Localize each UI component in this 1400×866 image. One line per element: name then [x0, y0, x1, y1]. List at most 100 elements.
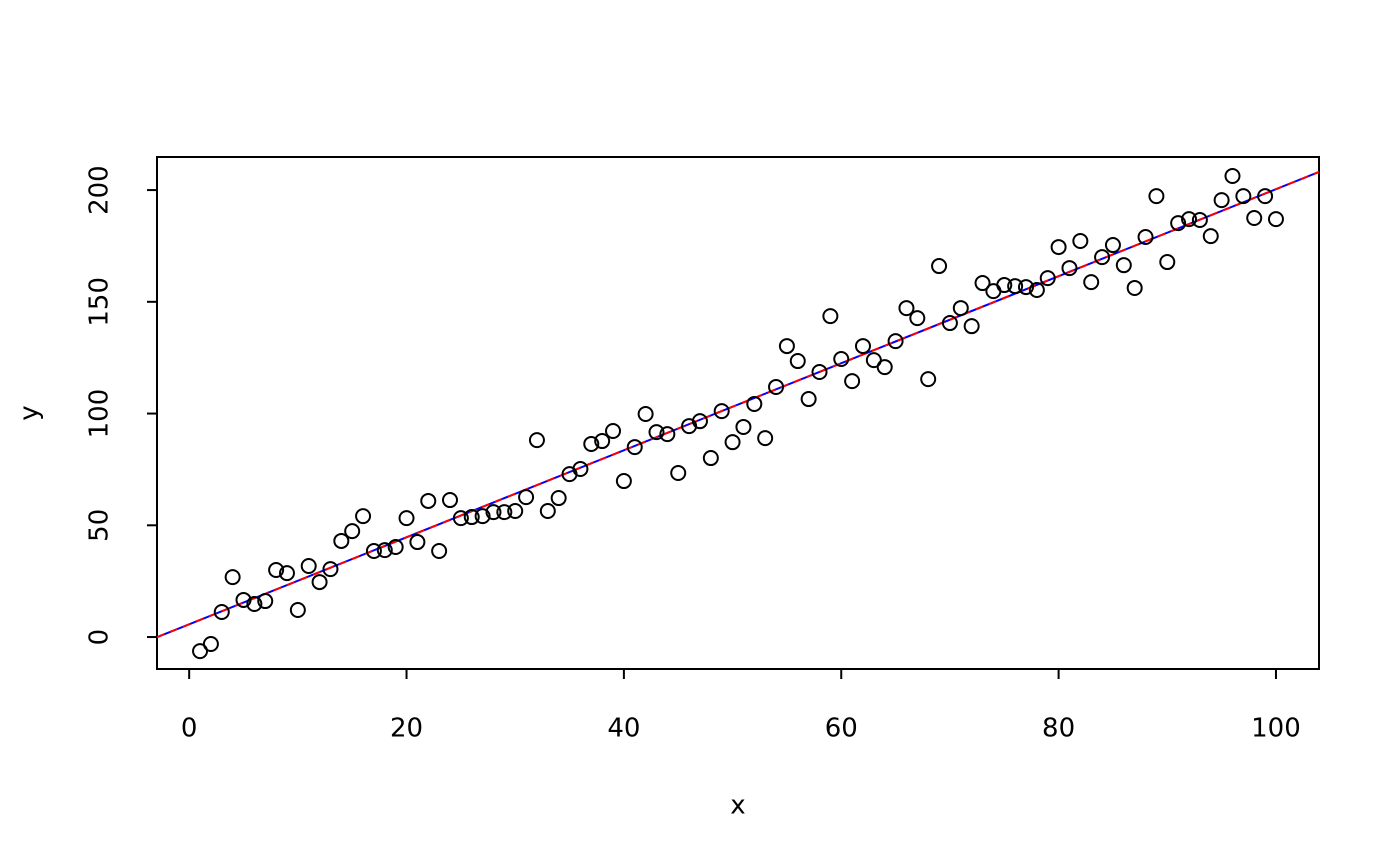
point — [300, 557, 317, 574]
point — [1257, 188, 1274, 205]
point — [268, 561, 285, 578]
x-tick-label: 80 — [1042, 714, 1075, 744]
point — [996, 277, 1013, 294]
point — [441, 492, 458, 509]
point — [572, 460, 589, 477]
point — [344, 523, 361, 540]
point — [800, 391, 817, 408]
plot-frame — [156, 156, 1320, 670]
point — [1213, 192, 1230, 209]
point — [322, 561, 339, 578]
point — [876, 359, 893, 376]
point — [528, 432, 545, 449]
point — [887, 333, 904, 350]
point — [594, 433, 611, 450]
point — [1007, 278, 1024, 295]
point — [1115, 257, 1132, 274]
point — [605, 422, 622, 439]
point — [257, 593, 274, 610]
point — [626, 439, 643, 456]
point — [941, 315, 958, 332]
point — [1170, 215, 1187, 232]
y-tick-label: 50 — [85, 509, 115, 542]
point — [778, 338, 795, 355]
fit-line — [157, 171, 1319, 639]
point — [670, 465, 687, 482]
point — [854, 338, 871, 355]
point — [1061, 260, 1078, 277]
x-tick-label: 0 — [181, 714, 198, 744]
point — [431, 543, 448, 560]
point — [246, 595, 263, 612]
point — [1191, 212, 1208, 229]
point — [1137, 229, 1154, 246]
point — [1083, 274, 1100, 291]
point — [615, 473, 632, 490]
x-tick-label: 20 — [390, 714, 423, 744]
point — [833, 351, 850, 368]
point — [496, 504, 513, 521]
point — [963, 318, 980, 335]
point — [1028, 281, 1045, 298]
y-axis-label: y — [15, 405, 45, 420]
point — [202, 635, 219, 652]
point — [1202, 228, 1219, 245]
point — [1224, 167, 1241, 184]
point — [583, 435, 600, 452]
point — [355, 508, 372, 525]
point — [974, 275, 991, 292]
point — [278, 565, 295, 582]
point — [485, 504, 502, 521]
point — [1018, 279, 1035, 296]
point — [474, 508, 491, 525]
point — [420, 492, 437, 509]
point — [746, 395, 763, 412]
point — [1094, 249, 1111, 266]
point — [920, 371, 937, 388]
point — [844, 373, 861, 390]
point — [757, 430, 774, 447]
y-tick-label: 0 — [85, 629, 115, 646]
point — [1072, 233, 1089, 250]
point — [898, 300, 915, 317]
y-tick-label: 150 — [85, 277, 115, 327]
point — [789, 353, 806, 370]
point — [1148, 188, 1165, 205]
point — [1181, 211, 1198, 228]
point — [409, 534, 426, 551]
point — [1126, 279, 1143, 296]
point — [398, 510, 415, 527]
point — [387, 538, 404, 555]
point — [289, 602, 306, 619]
point — [691, 413, 708, 430]
point — [1235, 188, 1252, 205]
point — [452, 510, 469, 527]
point — [1039, 270, 1056, 287]
point — [768, 378, 785, 395]
point — [713, 403, 730, 420]
x-tick-label: 40 — [607, 714, 640, 744]
point — [822, 308, 839, 325]
point — [1104, 237, 1121, 254]
y-tick-label: 200 — [85, 165, 115, 215]
point — [1267, 211, 1284, 228]
point — [507, 502, 524, 519]
point — [333, 532, 350, 549]
point — [213, 604, 230, 621]
point — [909, 310, 926, 327]
point — [702, 450, 719, 467]
point — [376, 542, 393, 559]
point — [224, 569, 241, 586]
point — [463, 509, 480, 526]
point — [637, 406, 654, 423]
point — [518, 489, 535, 506]
point — [952, 300, 969, 317]
point — [1246, 210, 1263, 227]
point — [1050, 239, 1067, 256]
point — [724, 434, 741, 451]
x-tick-label: 100 — [1251, 714, 1301, 744]
point — [235, 591, 252, 608]
point — [1159, 254, 1176, 271]
point — [539, 502, 556, 519]
